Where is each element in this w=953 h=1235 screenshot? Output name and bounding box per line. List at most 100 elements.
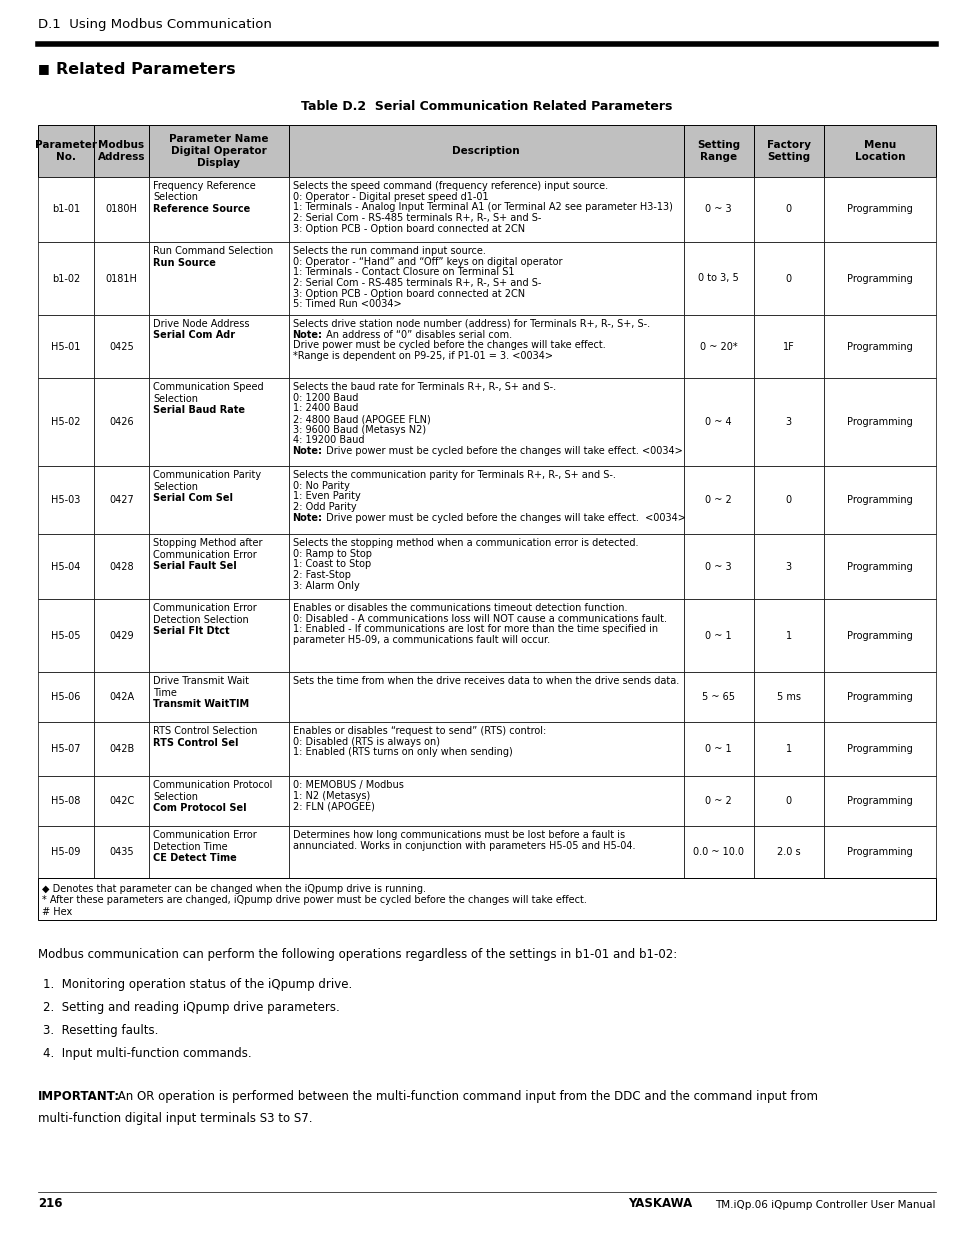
- Text: Programming: Programming: [846, 847, 912, 857]
- Bar: [93, 672, 150, 722]
- Text: Note:: Note:: [293, 330, 322, 340]
- Text: YASKAWA: YASKAWA: [627, 1197, 692, 1210]
- Text: 1: Terminals - Analog Input Terminal A1 (or Terminal A2 see parameter H3-13): 1: Terminals - Analog Input Terminal A1 …: [293, 203, 672, 212]
- Text: 0 ~ 3: 0 ~ 3: [704, 562, 731, 572]
- Bar: [38, 722, 93, 776]
- Text: H5-08: H5-08: [51, 797, 80, 806]
- Bar: [822, 776, 935, 826]
- Text: 0 ~ 4: 0 ~ 4: [704, 417, 731, 427]
- Text: Frequency Reference: Frequency Reference: [153, 182, 255, 191]
- Bar: [288, 125, 683, 177]
- Bar: [683, 672, 753, 722]
- Bar: [683, 826, 753, 878]
- Bar: [150, 177, 288, 242]
- Bar: [753, 466, 822, 534]
- Text: 2.0 s: 2.0 s: [776, 847, 800, 857]
- Text: 1F: 1F: [782, 342, 794, 352]
- Text: RTS Control Sel: RTS Control Sel: [153, 737, 238, 747]
- Text: 0427: 0427: [109, 495, 133, 505]
- Bar: [93, 378, 150, 466]
- Text: Programming: Programming: [846, 743, 912, 755]
- Text: 0: 0: [785, 205, 791, 215]
- Bar: [753, 378, 822, 466]
- Bar: [93, 125, 150, 177]
- Bar: [38, 466, 93, 534]
- Text: H5-09: H5-09: [51, 847, 80, 857]
- Bar: [822, 672, 935, 722]
- Text: Selects the run command input source.: Selects the run command input source.: [293, 246, 485, 256]
- Text: annunciated. Works in conjunction with parameters H5-05 and H5-04.: annunciated. Works in conjunction with p…: [293, 841, 635, 851]
- Bar: [38, 242, 93, 315]
- Bar: [38, 878, 935, 920]
- Text: 4.  Input multi-function commands.: 4. Input multi-function commands.: [43, 1047, 252, 1060]
- Text: 0: MEMOBUS / Modbus: 0: MEMOBUS / Modbus: [293, 781, 403, 790]
- Bar: [288, 722, 683, 776]
- Text: Determines how long communications must be lost before a fault is: Determines how long communications must …: [293, 830, 624, 840]
- Bar: [288, 672, 683, 722]
- Text: Selects the communication parity for Terminals R+, R-, S+ and S-.: Selects the communication parity for Ter…: [293, 471, 615, 480]
- Bar: [288, 776, 683, 826]
- Text: 1: 1: [785, 743, 791, 755]
- Bar: [150, 466, 288, 534]
- Text: 0: Ramp to Stop: 0: Ramp to Stop: [293, 548, 371, 558]
- Bar: [38, 776, 93, 826]
- Bar: [822, 599, 935, 672]
- Text: 0 ~ 1: 0 ~ 1: [704, 743, 731, 755]
- Text: 0: Disabled (RTS is always on): 0: Disabled (RTS is always on): [293, 737, 439, 747]
- Text: TM.iQp.06 iQpump Controller User Manual: TM.iQp.06 iQpump Controller User Manual: [715, 1200, 935, 1210]
- Text: Communication Error: Communication Error: [153, 550, 256, 559]
- Text: 0 ~ 2: 0 ~ 2: [704, 495, 731, 505]
- Text: H5-02: H5-02: [51, 417, 80, 427]
- Bar: [683, 534, 753, 599]
- Text: Factory
Setting: Factory Setting: [766, 141, 810, 162]
- Bar: [753, 315, 822, 378]
- Text: 042C: 042C: [109, 797, 134, 806]
- Text: H5-01: H5-01: [51, 342, 80, 352]
- Text: Selection: Selection: [153, 792, 198, 802]
- Text: 5 ~ 65: 5 ~ 65: [701, 692, 735, 701]
- Text: 0426: 0426: [109, 417, 133, 427]
- Text: Selects the speed command (frequency reference) input source.: Selects the speed command (frequency ref…: [293, 182, 607, 191]
- Text: 0 ~ 3: 0 ~ 3: [704, 205, 731, 215]
- Text: Programming: Programming: [846, 417, 912, 427]
- Bar: [683, 125, 753, 177]
- Bar: [753, 242, 822, 315]
- Bar: [150, 826, 288, 878]
- Bar: [683, 466, 753, 534]
- Text: 1: Terminals - Contact Closure on Terminal S1: 1: Terminals - Contact Closure on Termin…: [293, 268, 514, 278]
- Text: H5-03: H5-03: [51, 495, 80, 505]
- Text: Serial Com Sel: Serial Com Sel: [153, 493, 233, 503]
- Bar: [150, 776, 288, 826]
- Bar: [683, 177, 753, 242]
- Text: Programming: Programming: [846, 562, 912, 572]
- Text: 0: Disabled - A communications loss will NOT cause a communications fault.: 0: Disabled - A communications loss will…: [293, 614, 666, 624]
- Bar: [150, 672, 288, 722]
- Bar: [150, 534, 288, 599]
- Text: D.1  Using Modbus Communication: D.1 Using Modbus Communication: [38, 19, 272, 31]
- Text: Selection: Selection: [153, 394, 198, 404]
- Bar: [38, 672, 93, 722]
- Text: 0: Operator - Digital preset speed d1-01: 0: Operator - Digital preset speed d1-01: [293, 191, 488, 201]
- Text: 3.  Resetting faults.: 3. Resetting faults.: [43, 1024, 158, 1037]
- Text: 0435: 0435: [109, 847, 133, 857]
- Text: * After these parameters are changed, iQpump drive power must be cycled before t: * After these parameters are changed, iQ…: [42, 895, 586, 905]
- Text: 3: 9600 Baud (Metasys N2): 3: 9600 Baud (Metasys N2): [293, 425, 425, 435]
- Text: 0425: 0425: [109, 342, 133, 352]
- Text: Serial Com Adr: Serial Com Adr: [153, 331, 235, 341]
- Bar: [93, 722, 150, 776]
- Text: multi-function digital input terminals S3 to S7.: multi-function digital input terminals S…: [38, 1112, 313, 1125]
- Text: Detection Time: Detection Time: [153, 841, 228, 851]
- Text: 2: Serial Com - RS-485 terminals R+, R-, S+ and S-: 2: Serial Com - RS-485 terminals R+, R-,…: [293, 278, 540, 288]
- Text: 2: Fast-Stop: 2: Fast-Stop: [293, 571, 350, 580]
- Text: 0: 1200 Baud: 0: 1200 Baud: [293, 393, 357, 403]
- Text: 1: N2 (Metasys): 1: N2 (Metasys): [293, 790, 370, 800]
- Text: 0428: 0428: [109, 562, 133, 572]
- Text: Setting
Range: Setting Range: [697, 141, 740, 162]
- Text: Selection: Selection: [153, 193, 198, 203]
- Bar: [38, 378, 93, 466]
- Bar: [683, 378, 753, 466]
- Text: Communication Error: Communication Error: [153, 603, 256, 613]
- Text: # Hex: # Hex: [42, 906, 72, 916]
- Bar: [93, 315, 150, 378]
- Text: Programming: Programming: [846, 342, 912, 352]
